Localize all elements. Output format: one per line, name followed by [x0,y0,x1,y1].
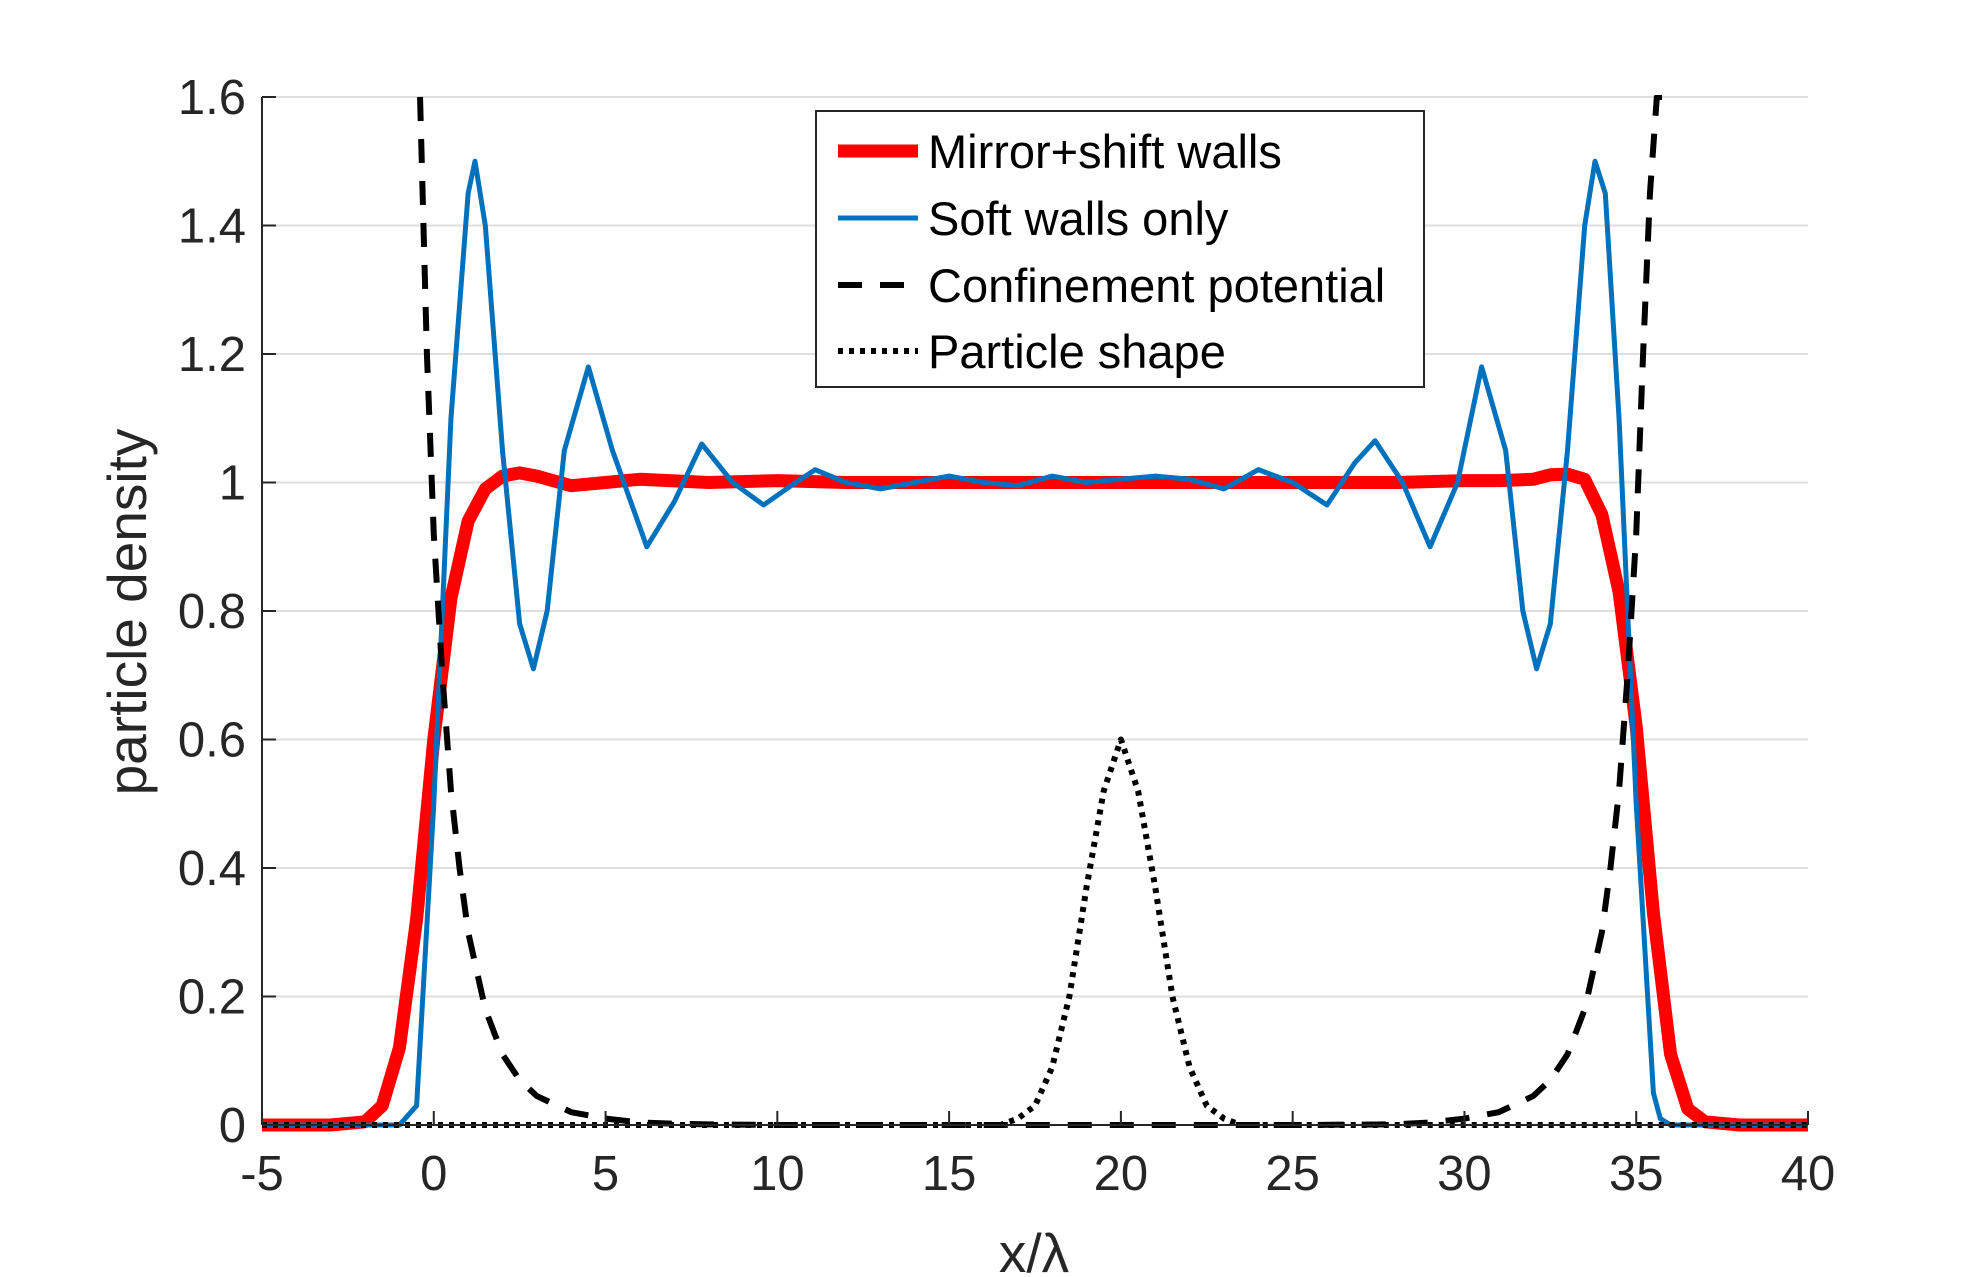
y-tick-label-2: 0.4 [178,842,246,896]
y-tick-label-5: 1 [219,457,246,511]
x-tick-label-8: 35 [1609,1147,1664,1201]
legend-label-soft-walls: Soft walls only [928,192,1229,245]
x-tick-label-5: 20 [1094,1147,1149,1201]
legend-label-mirror-shift: Mirror+shift walls [928,125,1282,178]
y-tick-label-0: 0 [219,1099,246,1153]
x-tick-label-0: -5 [240,1147,284,1201]
y-tick-label-4: 0.8 [178,585,246,639]
x-tick-label-7: 30 [1437,1147,1492,1201]
ticks: 00.20.40.60.811.21.41.6-5 0 5 10 15 20 25 30 35 4… [178,71,1835,1201]
y-tick-label-6: 1.2 [178,328,246,382]
x-axis-label: x/λ [999,1222,1070,1277]
y-tick-label-3: 0.6 [178,714,246,768]
x-tick-label-6: 25 [1265,1147,1320,1201]
x-tick-label-3: 10 [750,1147,805,1201]
y-tick-label-8: 1.6 [178,71,246,125]
x-tick-label-2: 5 [592,1147,619,1201]
legend-label-particle-shape: Particle shape [928,325,1226,378]
series-line-soft-walls-only [262,158,1808,1128]
y-axis-label: particle density [96,428,158,795]
x-tick-label-4: 15 [922,1147,977,1201]
x-tick-label-1: 0 [420,1147,447,1201]
x-tick-label-9: 40 [1781,1147,1836,1201]
legend-label-confinement: Confinement potential [928,259,1385,312]
series-line-particle-shape [262,736,1808,1128]
y-tick-label-1: 0.2 [178,971,246,1025]
legend: Mirror+shift walls Soft walls only Confi… [815,110,1425,388]
y-tick-label-7: 1.4 [178,200,246,254]
